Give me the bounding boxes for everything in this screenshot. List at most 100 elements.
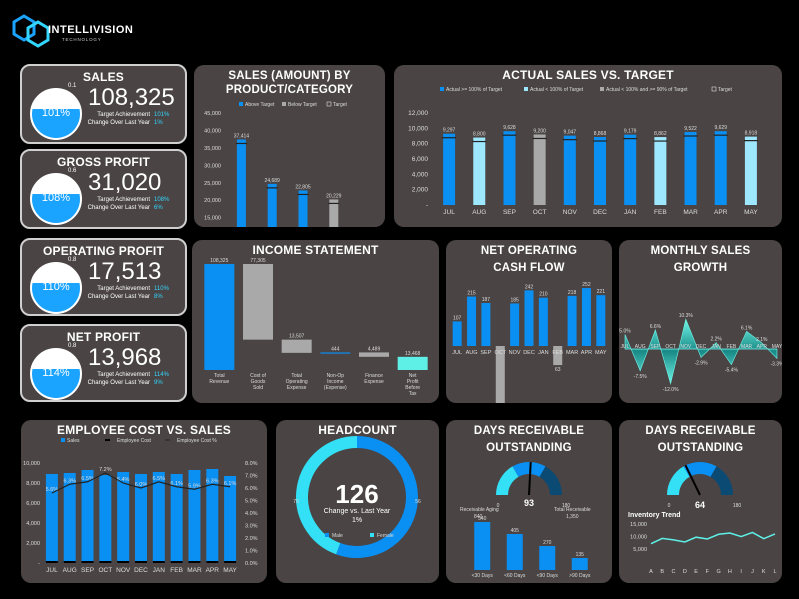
legend-swatch	[600, 87, 604, 91]
x-tick: JUL	[443, 209, 455, 216]
employee-cost-bar	[45, 561, 58, 563]
headcount-total: 126	[335, 479, 378, 509]
x-tick: FEB	[170, 567, 183, 574]
actual-vs-target-panel: ACTUAL SALES VS. TARGET Actual >= 100% o…	[394, 65, 782, 227]
kpi-card: SALES 0.1 101% 108,325 Target Achievemen…	[20, 64, 187, 144]
waterfall-bar	[243, 264, 273, 340]
legend-swatch	[440, 87, 444, 91]
x-tick: APR	[581, 350, 592, 356]
y2-tick: 1.0%	[245, 549, 258, 555]
panel-title: DAYS RECEIVABLE OUTSTANDING	[645, 425, 756, 454]
x-tick: MAY	[744, 209, 758, 216]
bar	[495, 346, 505, 403]
y-tick: 6,000	[26, 501, 40, 507]
x-tick: OCT	[494, 350, 506, 356]
legend-swatch	[711, 86, 717, 92]
growth-area	[624, 318, 778, 385]
data-label: 37,414	[234, 133, 250, 139]
headcount-sub: Change vs. Last Year	[324, 508, 391, 515]
actual-vs-target-chart: Actual >= 100% of Target Actual < 100% of…	[408, 86, 758, 216]
x-tick: DEC	[523, 350, 535, 356]
data-label: 210	[539, 292, 548, 298]
target-label: Target Achievement	[97, 112, 150, 118]
panel-title: DAYS RECEIVABLE OUTSTANDING	[473, 425, 585, 454]
y-tick: 20,000	[204, 198, 221, 204]
kpi-card: OPERATING PROFIT 0.8 110% 17,513 Target …	[20, 238, 187, 316]
x-tick: D	[683, 569, 687, 575]
x-tick: NOV	[680, 344, 692, 350]
headcount-sub-val: 1%	[352, 517, 362, 524]
bar	[63, 473, 76, 563]
x-tick: DEC	[593, 209, 607, 216]
x-tick: Operating	[286, 379, 308, 385]
x-tick: OCT	[665, 344, 676, 350]
receivable-value: 840	[474, 514, 483, 520]
data-label: 187	[482, 297, 491, 303]
x-tick: MAR	[683, 209, 698, 216]
legend-swatch	[325, 533, 329, 537]
bar	[524, 290, 534, 346]
x-tick: Finance	[365, 373, 383, 379]
y2-tick: 2.0%	[245, 536, 258, 542]
legend-label: Employee Cost %	[177, 438, 217, 444]
y-tick: 10,000	[408, 125, 428, 132]
data-label: 6.5%	[153, 476, 166, 482]
data-label: 9,297	[443, 128, 456, 134]
x-tick: DEC	[696, 344, 707, 350]
progress-bubble: 101%	[30, 88, 82, 140]
data-label: 9,179	[624, 129, 637, 135]
bar	[684, 131, 697, 205]
change-label: Change Over Last Year	[87, 205, 150, 211]
x-tick: MAR	[187, 567, 202, 574]
data-label: 5.0%	[619, 329, 631, 335]
x-tick: AUG	[635, 344, 646, 350]
x-tick: JUL	[621, 344, 630, 350]
income-statement-panel: INCOME STATEMENT 108,325 Total Revenue 77,3…	[192, 240, 439, 403]
data-label: 6.1%	[741, 325, 753, 331]
logo-icon	[12, 14, 50, 48]
x-tick: JUL	[46, 567, 58, 574]
target-label: Target Achievement	[97, 286, 150, 292]
data-label: 540	[478, 516, 487, 522]
data-label: 405	[511, 528, 520, 534]
y-tick: 10,000	[23, 461, 40, 467]
data-label: 2.2%	[710, 337, 722, 343]
donut-segment	[296, 436, 358, 555]
total-label: Total Receivable	[554, 507, 591, 513]
x-tick: Total	[291, 373, 302, 379]
data-label: 185	[510, 297, 519, 303]
x-tick: JAN	[711, 344, 721, 350]
bar	[563, 135, 576, 205]
bubble-percent: 101%	[41, 107, 71, 119]
x-tick: APR	[714, 209, 728, 216]
panel-title: INCOME STATEMENT	[252, 243, 379, 257]
x-tick: MAR	[741, 344, 753, 350]
data-label: 242	[525, 284, 534, 290]
gauge-band	[683, 462, 717, 478]
x-tick: Expense	[364, 379, 384, 385]
panel-title: SALES (AMOUNT) BY PRODUCT/CATEGORY	[225, 70, 354, 96]
data-label: 13,468	[405, 351, 421, 357]
kpi-max: 0.8	[68, 257, 77, 263]
bar	[581, 288, 591, 346]
y-tick: 10,000	[630, 535, 647, 541]
bar	[503, 131, 516, 205]
kpi-value: 13,968	[88, 344, 162, 371]
y-tick: 40,000	[204, 128, 221, 134]
panel-title: NET OPERATING CASH FLOW	[480, 245, 578, 274]
panel-title: HEADCOUNT	[318, 423, 397, 437]
kpi-max: 0.1	[68, 83, 77, 89]
data-label: 218	[568, 290, 577, 296]
bubble-fill	[32, 369, 80, 398]
target-value: 110%	[154, 286, 169, 292]
bar	[714, 131, 727, 205]
employee-cost-bar	[135, 561, 147, 563]
target-label: Target Achievement	[97, 372, 150, 378]
kpi-card: NET PROFIT 0.8 114% 13,968 Target Achiev…	[20, 324, 187, 402]
x-tick: SEP	[503, 209, 516, 216]
data-label: 24,689	[265, 178, 281, 184]
x-tick: H	[728, 569, 732, 575]
x-tick: MAY	[223, 567, 237, 574]
bar	[224, 476, 237, 563]
